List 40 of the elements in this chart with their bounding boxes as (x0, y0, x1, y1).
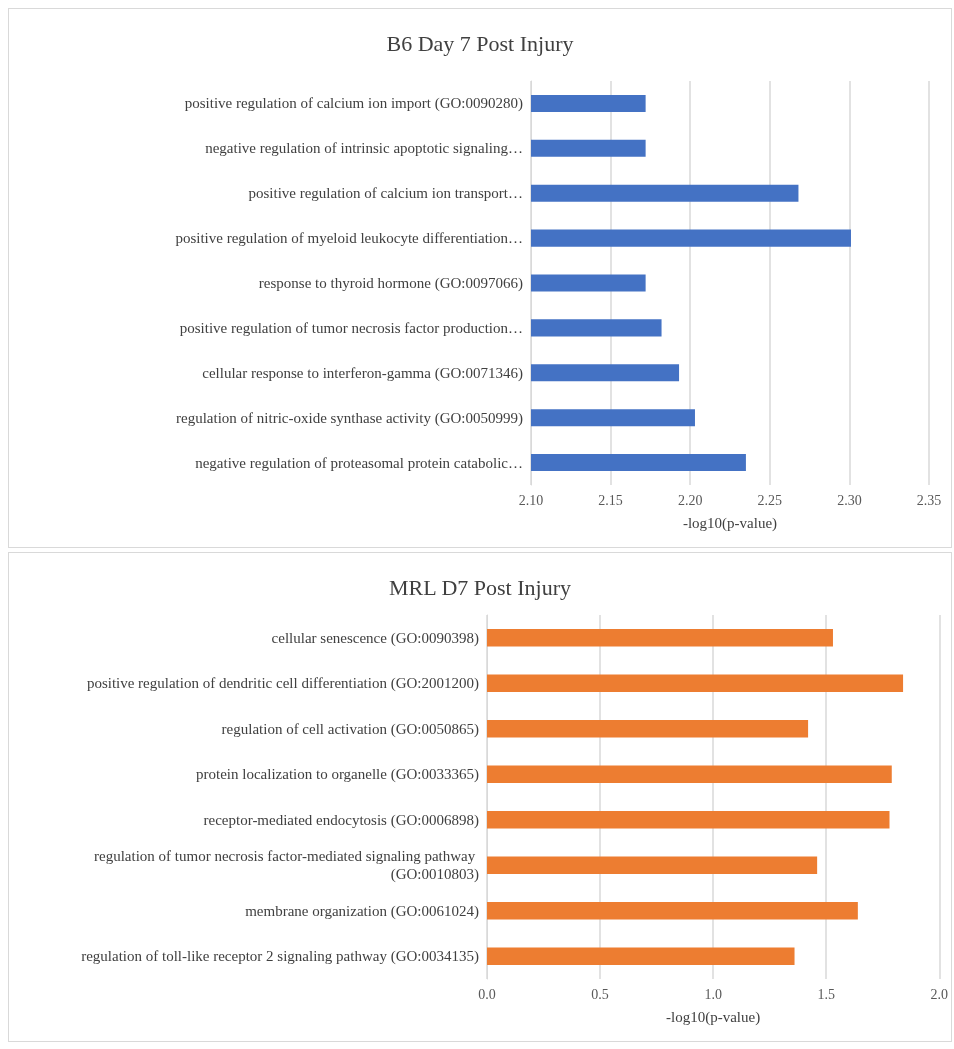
y-tick-label: cellular response to interferon-gamma (GO:0071346) (202, 364, 523, 382)
y-tick-label: response to thyroid hormone (GO:0097066) (258, 275, 523, 292)
x-axis-title: -log10(p-value) (666, 1008, 761, 1026)
y-tick-label: regulation of nitric-oxide synthase activity (GO:0050999) (176, 409, 523, 427)
y-tick-label: positive regulation of dendritic cell differentiation (GO:2001200) (86, 675, 479, 693)
x-tick-label: 0.0 (478, 986, 496, 1002)
x-tick-label: 2.20 (677, 492, 703, 508)
y-tick-label: membrane organization (GO:0061024) (245, 902, 479, 920)
x-tick-label: 1.5 (817, 986, 835, 1002)
bar (487, 629, 833, 647)
y-tick-label: positive regulation of calcium ion transport… (248, 185, 523, 202)
x-tick-label: 2.30 (837, 492, 862, 508)
y-tick-label: negative regulation of proteasomal protein catabolic… (195, 454, 523, 471)
y-tick-label: negative regulation of intrinsic apoptotic signaling… (205, 140, 523, 157)
bar (487, 856, 818, 874)
chart-title: MRL D7 Post Injury (389, 574, 571, 600)
bar (487, 947, 795, 965)
bar (487, 811, 890, 829)
x-tick-label: 2.15 (598, 492, 623, 508)
bar (487, 674, 904, 692)
chart-title: B6 Day 7 Post Injury (386, 30, 574, 56)
y-tick-label: positive regulation of myeloid leukocyte differentiation… (175, 230, 523, 247)
y-tick-label: regulation of toll-like receptor 2 signaling pathway (GO:0034135) (81, 948, 479, 966)
x-tick-label: 0.5 (591, 986, 609, 1002)
bar (487, 720, 809, 738)
y-tick-label: cellular senescence (GO:0090398) (271, 629, 479, 647)
y-tick-label: regulation of tumor necrosis factor-mediated signaling pathway (GO:0010803) (94, 848, 479, 884)
x-axis-title: -log10(p-value) (682, 514, 778, 532)
y-tick-label: receptor-mediated endocytosis (GO:0006898) (203, 811, 479, 829)
bar (487, 765, 892, 783)
x-tick-label: 2.10 (518, 492, 544, 508)
x-tick-label: 2.35 (916, 492, 942, 508)
x-tick-label: 1.0 (704, 986, 722, 1002)
y-tick-label: regulation of cell activation (GO:0050865) (221, 720, 479, 738)
y-tick-label: positive regulation of tumor necrosis factor production… (179, 319, 523, 336)
x-tick-label: 2.25 (757, 492, 783, 508)
y-tick-label: protein localization to organelle (GO:0033365) (196, 766, 479, 784)
y-tick-label: positive regulation of calcium ion import (GO:0090280) (184, 95, 523, 113)
bar (487, 902, 858, 920)
x-tick-label: 2.0 (930, 986, 948, 1002)
